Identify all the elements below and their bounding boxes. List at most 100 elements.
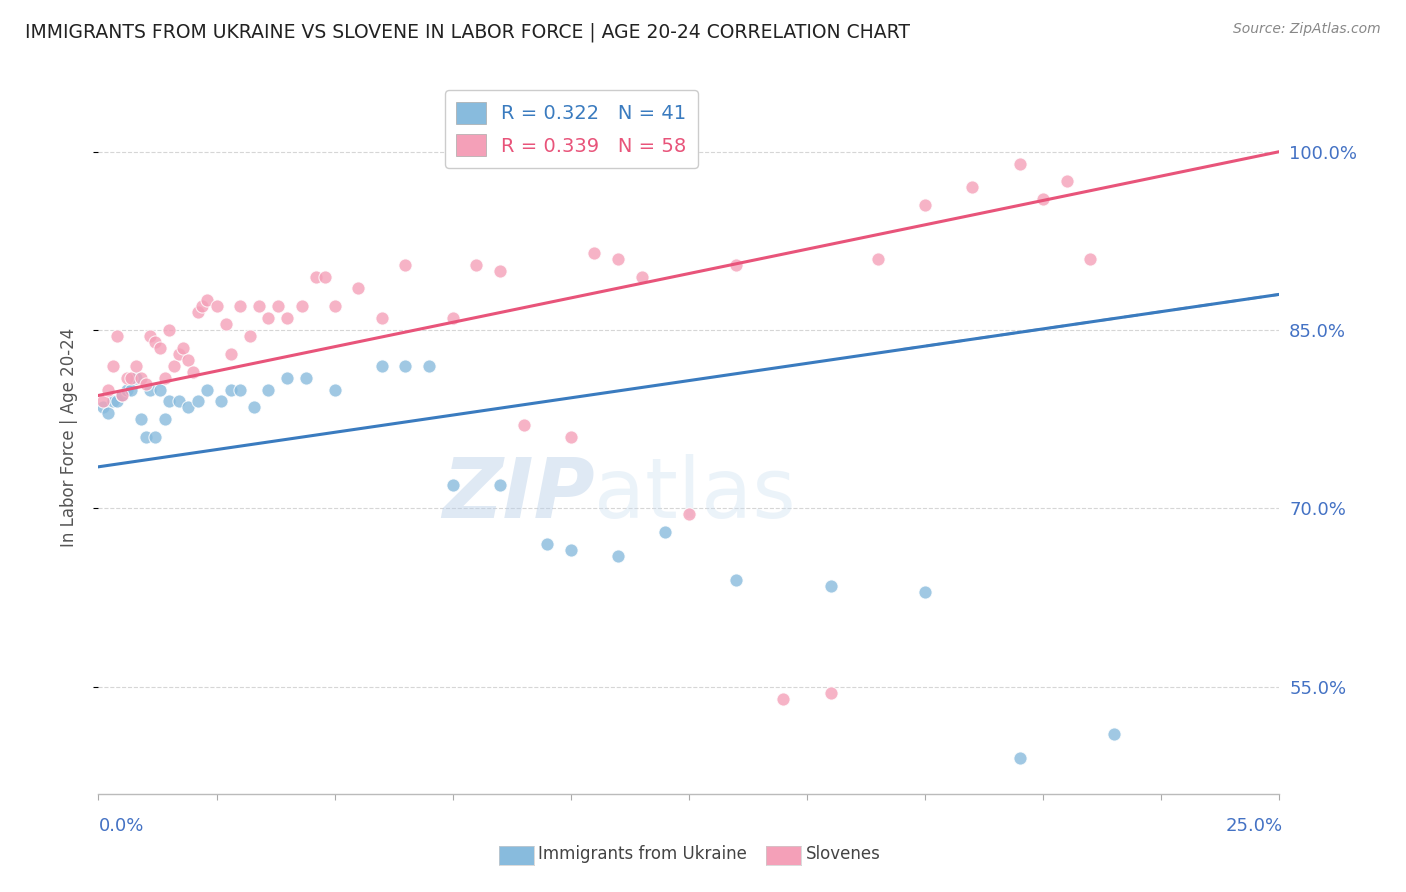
Point bbox=[149, 341, 172, 355]
Point bbox=[347, 281, 370, 295]
Point bbox=[441, 477, 464, 491]
Point bbox=[489, 477, 512, 491]
Point bbox=[725, 573, 748, 587]
Point bbox=[121, 383, 143, 397]
Point bbox=[101, 359, 124, 373]
Point bbox=[219, 383, 242, 397]
Point bbox=[105, 394, 128, 409]
Point bbox=[394, 359, 416, 373]
Text: Immigrants from Ukraine: Immigrants from Ukraine bbox=[538, 845, 748, 863]
Point bbox=[536, 537, 558, 551]
Point bbox=[143, 430, 166, 444]
Point bbox=[1008, 156, 1031, 170]
Point bbox=[139, 383, 162, 397]
Point bbox=[295, 370, 318, 384]
Text: 0.0%: 0.0% bbox=[98, 817, 143, 835]
Point bbox=[247, 299, 270, 313]
Point bbox=[257, 311, 280, 326]
Point bbox=[101, 394, 124, 409]
Point bbox=[191, 299, 214, 313]
Point bbox=[630, 269, 652, 284]
Point bbox=[243, 401, 266, 415]
Point bbox=[187, 394, 209, 409]
Point bbox=[276, 311, 298, 326]
Point bbox=[1032, 192, 1054, 206]
Point bbox=[195, 383, 218, 397]
Text: Source: ZipAtlas.com: Source: ZipAtlas.com bbox=[1233, 22, 1381, 37]
Point bbox=[654, 525, 676, 540]
Point bbox=[290, 299, 312, 313]
Point bbox=[135, 430, 157, 444]
Point bbox=[323, 299, 346, 313]
Point bbox=[678, 508, 700, 522]
Point bbox=[111, 388, 134, 402]
Point bbox=[1080, 252, 1102, 266]
Point bbox=[157, 323, 180, 337]
Text: atlas: atlas bbox=[595, 454, 796, 534]
Text: 25.0%: 25.0% bbox=[1225, 817, 1282, 835]
Point bbox=[163, 359, 186, 373]
Point bbox=[229, 299, 252, 313]
Point bbox=[371, 359, 394, 373]
Point bbox=[157, 394, 180, 409]
Point bbox=[257, 383, 280, 397]
Point bbox=[105, 329, 128, 343]
Text: ZIP: ZIP bbox=[441, 454, 595, 534]
Point bbox=[465, 258, 488, 272]
Point bbox=[267, 299, 290, 313]
Point bbox=[1008, 751, 1031, 765]
Text: Slovenes: Slovenes bbox=[806, 845, 880, 863]
Point bbox=[820, 579, 842, 593]
Point bbox=[607, 549, 630, 563]
Y-axis label: In Labor Force | Age 20-24: In Labor Force | Age 20-24 bbox=[59, 327, 77, 547]
Point bbox=[121, 370, 143, 384]
Point bbox=[914, 198, 936, 212]
Point bbox=[441, 311, 464, 326]
Point bbox=[205, 299, 228, 313]
Point bbox=[371, 311, 394, 326]
Point bbox=[512, 418, 534, 433]
Point bbox=[772, 691, 794, 706]
Point bbox=[418, 359, 440, 373]
Point bbox=[323, 383, 346, 397]
Text: IMMIGRANTS FROM UKRAINE VS SLOVENE IN LABOR FORCE | AGE 20-24 CORRELATION CHART: IMMIGRANTS FROM UKRAINE VS SLOVENE IN LA… bbox=[25, 22, 910, 42]
Legend: R = 0.322   N = 41, R = 0.339   N = 58: R = 0.322 N = 41, R = 0.339 N = 58 bbox=[444, 90, 697, 168]
Point bbox=[91, 394, 114, 409]
Point bbox=[172, 341, 194, 355]
Point bbox=[111, 388, 134, 402]
Point bbox=[866, 252, 889, 266]
Point bbox=[149, 383, 172, 397]
Point bbox=[607, 252, 630, 266]
Point bbox=[229, 383, 252, 397]
Point bbox=[820, 686, 842, 700]
Point bbox=[219, 347, 242, 361]
Point bbox=[914, 584, 936, 599]
Point bbox=[560, 430, 582, 444]
Point bbox=[129, 370, 152, 384]
Point bbox=[91, 401, 114, 415]
Point bbox=[209, 394, 232, 409]
Point bbox=[177, 401, 200, 415]
Point bbox=[394, 258, 416, 272]
Point bbox=[177, 352, 200, 367]
Point bbox=[167, 347, 190, 361]
Point bbox=[153, 412, 176, 426]
Point bbox=[125, 370, 148, 384]
Point bbox=[489, 263, 512, 277]
Point bbox=[153, 370, 176, 384]
Point bbox=[195, 293, 218, 308]
Point bbox=[314, 269, 336, 284]
Point bbox=[1102, 727, 1125, 741]
Point bbox=[167, 394, 190, 409]
Point bbox=[215, 317, 238, 331]
Point bbox=[125, 359, 148, 373]
Point bbox=[181, 365, 204, 379]
Point bbox=[239, 329, 262, 343]
Point bbox=[135, 376, 157, 391]
Point bbox=[305, 269, 328, 284]
Point bbox=[115, 370, 138, 384]
Point bbox=[129, 412, 152, 426]
Point bbox=[115, 383, 138, 397]
Point bbox=[962, 180, 984, 194]
Point bbox=[97, 383, 120, 397]
